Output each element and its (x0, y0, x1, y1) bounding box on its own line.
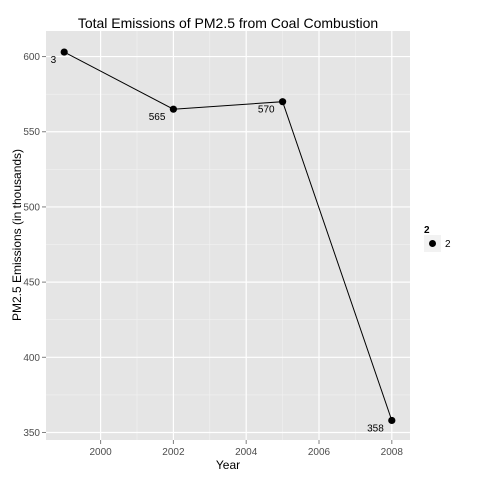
data-labels-layer: 3 565 570 358 (51, 55, 385, 434)
data-point (388, 416, 396, 425)
data-point (169, 105, 177, 113)
y-tick-label: 400 (23, 353, 40, 364)
data-label: 570 (258, 105, 275, 116)
points-layer (60, 48, 396, 425)
legend: 2 2 (424, 225, 451, 252)
x-tick-label: 2008 (381, 447, 404, 458)
y-tick-label: 550 (23, 127, 40, 138)
y-axis-title: PM2.5 Emissions (in thousands) (10, 149, 24, 321)
x-axis-title: Year (216, 458, 240, 472)
data-label: 358 (367, 423, 384, 434)
y-tick-label: 600 (23, 52, 40, 63)
data-point (279, 98, 287, 106)
legend-key-point (429, 240, 436, 247)
data-point (60, 48, 68, 56)
series-layer (63, 51, 393, 421)
series-line (63, 51, 393, 421)
major-gridlines (46, 31, 410, 440)
x-tick-label: 2004 (235, 447, 258, 458)
y-tick-label: 500 (23, 202, 40, 213)
data-label: 3 (51, 55, 57, 66)
x-axis-ticks: 2000 2002 2004 2006 2008 (89, 440, 403, 458)
y-axis-ticks: 350 400 450 500 550 600 (23, 52, 46, 439)
x-tick-label: 2002 (162, 447, 185, 458)
y-tick-label: 350 (23, 428, 40, 439)
legend-item-label: 2 (445, 239, 451, 250)
y-tick-label: 450 (23, 278, 40, 289)
chart-title: Total Emissions of PM2.5 from Coal Combu… (78, 15, 378, 31)
x-tick-label: 2006 (308, 447, 331, 458)
plot-panel (46, 31, 410, 440)
legend-title: 2 (424, 225, 430, 236)
x-tick-label: 2000 (89, 447, 112, 458)
data-label: 565 (149, 112, 166, 123)
